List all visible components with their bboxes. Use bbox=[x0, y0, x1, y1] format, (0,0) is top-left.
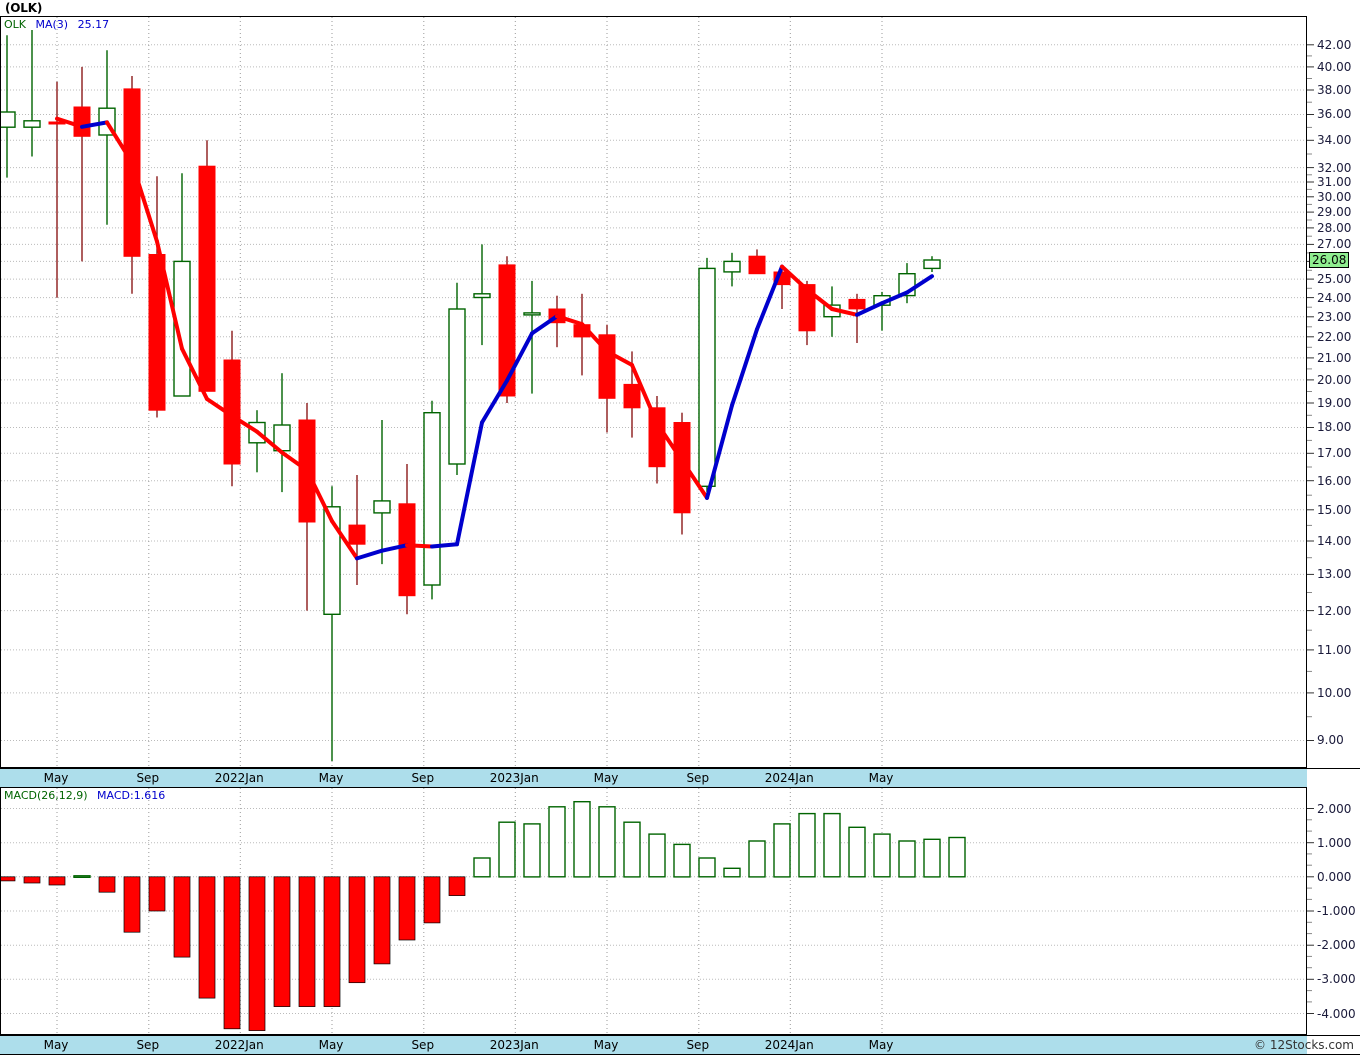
price-x-axis-pad bbox=[1307, 768, 1360, 788]
x-axis-label: Sep bbox=[686, 771, 710, 785]
x-axis-label: May bbox=[43, 771, 69, 785]
macd-y-axis: 2.000 1.000 0.000 -1.000 -2.000 -3.000 -4.000 bbox=[1307, 787, 1360, 1035]
price-y-label: 11.00 bbox=[1317, 642, 1352, 657]
macd-y-label: 1.000 bbox=[1317, 835, 1352, 850]
price-y-label: 10.00 bbox=[1317, 685, 1352, 700]
macd-legend-indicator: MACD(26,12,9) bbox=[4, 789, 88, 802]
x-axis-label: 2024Jan bbox=[764, 1038, 814, 1052]
price-x-axis-strip: May Sep 2022Jan May Sep 2023Jan May Sep 2024Jan M… bbox=[0, 768, 1307, 788]
x-axis-label: Sep bbox=[411, 1038, 435, 1052]
price-y-label: 9.00 bbox=[1317, 733, 1344, 748]
x-axis-label: Sep bbox=[136, 1038, 160, 1052]
price-y-label: 42.00 bbox=[1317, 37, 1352, 52]
x-axis-label: May bbox=[593, 1038, 619, 1052]
legend-ma-value: 25.17 bbox=[77, 18, 110, 31]
x-axis-label: May bbox=[43, 1038, 69, 1052]
macd-y-label: 0.000 bbox=[1317, 869, 1352, 884]
price-y-label: 29.00 bbox=[1317, 205, 1352, 220]
current-price-tag: 26.08 bbox=[1309, 252, 1350, 269]
x-axis-label: May bbox=[318, 771, 344, 785]
macd-x-axis-pad bbox=[1307, 1035, 1360, 1055]
price-y-label: 34.00 bbox=[1317, 133, 1352, 148]
x-axis-label: May bbox=[593, 771, 619, 785]
price-y-label: 31.00 bbox=[1317, 174, 1352, 189]
macd-y-label: 2.000 bbox=[1317, 801, 1352, 816]
macd-legend-value: MACD:1.616 bbox=[97, 789, 166, 802]
price-y-label: 21.00 bbox=[1317, 350, 1352, 365]
price-y-label: 16.00 bbox=[1317, 473, 1352, 488]
price-y-label: 23.00 bbox=[1317, 309, 1352, 324]
price-y-label: 13.00 bbox=[1317, 567, 1352, 582]
price-y-label: 22.00 bbox=[1317, 329, 1352, 344]
macd-y-label: -4.000 bbox=[1317, 1006, 1356, 1021]
price-y-label: 30.00 bbox=[1317, 189, 1352, 204]
x-axis-label: Sep bbox=[686, 1038, 710, 1052]
x-axis-label: May bbox=[868, 771, 894, 785]
copyright-footer: © 12Stocks.com bbox=[1254, 1038, 1354, 1052]
price-axis-ticks bbox=[1307, 44, 1314, 741]
legend-symbol: OLK bbox=[4, 18, 26, 31]
x-axis-label: Sep bbox=[136, 771, 160, 785]
price-y-label: 19.00 bbox=[1317, 396, 1352, 411]
x-axis-label: May bbox=[868, 1038, 894, 1052]
price-plot-svg bbox=[1, 17, 1306, 767]
price-y-label: 15.00 bbox=[1317, 502, 1352, 517]
macd-x-axis-strip: May Sep 2022Jan May Sep 2023Jan May Sep 2024Jan M… bbox=[0, 1035, 1307, 1055]
price-y-label: 14.00 bbox=[1317, 533, 1352, 548]
x-axis-label: 2023Jan bbox=[489, 771, 539, 785]
macd-axis-ticks bbox=[1307, 808, 1314, 1014]
price-y-label: 36.00 bbox=[1317, 107, 1352, 122]
x-axis-label: 2022Jan bbox=[214, 771, 264, 785]
price-y-label: 25.00 bbox=[1317, 272, 1352, 287]
x-axis-label: Sep bbox=[411, 771, 435, 785]
macd-plot-svg bbox=[1, 788, 1306, 1034]
price-y-label: 38.00 bbox=[1317, 83, 1352, 98]
price-y-label: 28.00 bbox=[1317, 220, 1352, 235]
x-axis-label: 2022Jan bbox=[214, 1038, 264, 1052]
price-y-axis: 42.00 40.00 38.00 36.00 34.00 32.00 31.00 30.00… bbox=[1307, 16, 1360, 768]
x-axis-label: 2024Jan bbox=[764, 771, 814, 785]
price-legend: OLK MA(3) 25.17 bbox=[4, 18, 109, 32]
legend-ma-indicator: MA(3) bbox=[35, 18, 69, 31]
price-y-label: 24.00 bbox=[1317, 290, 1352, 305]
price-y-label: 20.00 bbox=[1317, 372, 1352, 387]
price-y-label: 12.00 bbox=[1317, 603, 1352, 618]
price-chart-panel[interactable]: OLK MA(3) 25.17 bbox=[0, 16, 1307, 768]
price-y-label: 17.00 bbox=[1317, 446, 1352, 461]
macd-legend: MACD(26,12,9) MACD:1.616 bbox=[4, 789, 165, 803]
price-y-label: 18.00 bbox=[1317, 420, 1352, 435]
macd-y-label: -2.000 bbox=[1317, 938, 1356, 953]
macd-y-label: -1.000 bbox=[1317, 904, 1356, 918]
x-axis-label: 2023Jan bbox=[489, 1038, 539, 1052]
price-y-label: 40.00 bbox=[1317, 59, 1352, 74]
x-axis-label: May bbox=[318, 1038, 344, 1052]
price-y-label: 32.00 bbox=[1317, 160, 1352, 175]
page-title: (OLK) bbox=[5, 1, 43, 15]
macd-y-label: -3.000 bbox=[1317, 972, 1356, 987]
price-y-label: 27.00 bbox=[1317, 237, 1352, 252]
macd-chart-panel[interactable]: MACD(26,12,9) MACD:1.616 bbox=[0, 787, 1307, 1035]
